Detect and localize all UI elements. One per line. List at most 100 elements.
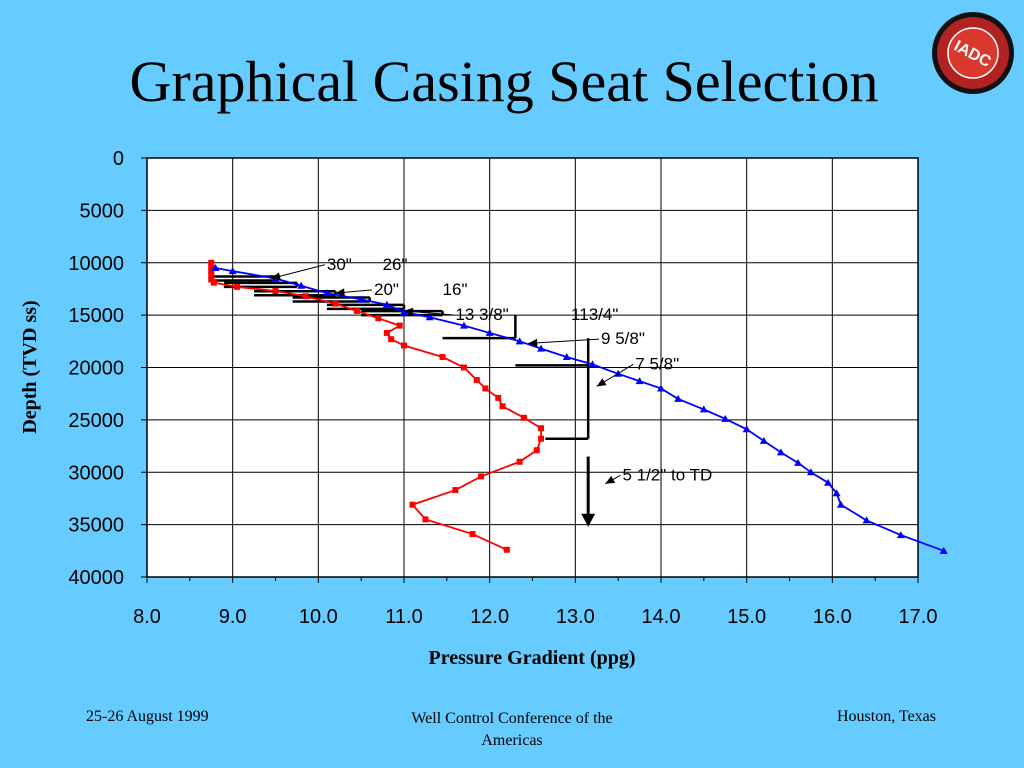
x-tick-label: 15.0	[727, 606, 766, 628]
fracture-gradient-point	[824, 478, 833, 486]
x-tick-label: 13.0	[556, 606, 595, 628]
x-tick-label: 14.0	[642, 606, 681, 628]
fracture-gradient-point	[588, 360, 597, 368]
pore-pressure-point	[482, 385, 489, 392]
pore-pressure-point	[208, 268, 215, 275]
pore-pressure-point	[516, 458, 523, 465]
annotation-label: 16"	[443, 280, 468, 299]
td-arrowhead	[581, 513, 596, 527]
iadc-logo-icon: IADC	[932, 12, 1014, 94]
pore-pressure-point	[409, 501, 416, 508]
pore-pressure-point	[503, 546, 510, 553]
pore-pressure-point	[473, 377, 480, 384]
fracture-gradient-point	[322, 289, 331, 297]
footer-conference-line2: Americas	[481, 732, 543, 749]
pore-pressure-point	[208, 272, 215, 279]
footer-conference-line1: Well Control Conference of the	[411, 710, 613, 727]
fracture-gradient-point	[674, 394, 683, 402]
pore-pressure-point	[401, 342, 407, 349]
fracture-gradient-point	[742, 425, 751, 433]
footer-location: Houston, Texas	[836, 708, 936, 725]
x-tick-label: 10.0	[299, 606, 338, 628]
x-tick-label: 8.0	[133, 606, 161, 628]
y-axis-label: Depth (TVD ss)	[19, 300, 41, 433]
x-tick-label: 12.0	[470, 606, 509, 628]
fracture-gradient-point	[759, 436, 768, 444]
annotation-label: 26"	[383, 255, 408, 274]
fracture-gradient-point	[425, 313, 434, 321]
pore-pressure-point	[538, 425, 545, 432]
pore-pressure-point	[375, 315, 382, 322]
fracture-gradient-point	[297, 281, 306, 289]
y-tick-labels: 0 5000 10000 15000 20000 25000 30000 35000 40000	[68, 148, 124, 589]
annotation-arrowhead	[605, 475, 616, 484]
y-tick-label: 15000	[68, 305, 124, 327]
y-tick-label: 10000	[68, 253, 124, 275]
fracture-gradient-point	[515, 337, 524, 345]
pore-pressure-point	[520, 414, 527, 421]
pore-pressure-point	[439, 354, 446, 361]
fracture-gradient-point	[562, 353, 571, 361]
pore-pressure-point	[422, 516, 429, 523]
y-tick-label: 5000	[80, 200, 125, 222]
fracture-gradient-point	[806, 468, 815, 476]
x-tick-label: 9.0	[219, 606, 247, 628]
pore-pressure-point	[272, 288, 279, 295]
annotation-arrowhead	[271, 272, 281, 281]
pore-pressure-point	[469, 531, 476, 538]
pore-pressure-point	[353, 307, 360, 314]
pore-pressure-point	[538, 435, 545, 442]
pore-pressure-point	[452, 487, 459, 494]
annotation-leader	[528, 338, 600, 344]
slide-title: Graphical Casing Seat Selection	[129, 49, 879, 114]
series-line	[215, 267, 945, 552]
pore-pressure-point	[233, 283, 240, 290]
pore-pressure-point	[208, 259, 215, 266]
pore-pressure-point	[533, 447, 540, 454]
fracture-gradient-point	[537, 344, 546, 352]
annotation-arrowhead	[404, 307, 414, 316]
fracture-gradient-point	[635, 377, 644, 385]
annotation-label: 5 1/2" to TD	[622, 465, 712, 484]
fracture-gradient-point	[776, 448, 785, 456]
fracture-gradient-point	[459, 321, 468, 329]
pore-pressure-point	[396, 322, 403, 329]
pore-pressure-point	[210, 279, 217, 286]
fracture-gradient-point	[832, 489, 841, 497]
annotation-label: 13 3/8"	[455, 305, 508, 324]
annotation-label: 30"	[327, 255, 352, 274]
y-tick-label: 35000	[68, 515, 124, 537]
fracture-gradient-point	[357, 295, 366, 303]
annotation-arrowhead	[335, 288, 345, 297]
pore-pressure-point	[495, 394, 502, 401]
fracture-gradient-point	[657, 384, 665, 392]
fracture-gradient-point	[794, 458, 803, 466]
x-tick-label: 17.0	[899, 606, 938, 628]
grid	[141, 157, 919, 583]
pore-pressure-point	[478, 473, 485, 480]
fracture-gradient-point	[699, 405, 708, 413]
pore-pressure-point	[460, 364, 467, 371]
footer-conference: Well Control Conference of the Americas	[372, 708, 652, 752]
x-axis-label: Pressure Gradient (ppg)	[428, 647, 635, 669]
footer-date: 25-26 August 1999	[86, 708, 209, 725]
pore-pressure-point	[383, 329, 390, 336]
x-tick-label: 16.0	[813, 606, 852, 628]
y-tick-label: 20000	[68, 358, 124, 380]
fracture-gradient-point	[721, 414, 730, 422]
fracture-gradient-point	[939, 546, 948, 554]
annotation-label: 9 5/8"	[601, 329, 645, 348]
annotation-label: 113/4"	[571, 305, 618, 324]
fracture-gradient-point	[862, 516, 871, 524]
casing-steps	[211, 275, 590, 440]
pore-pressure-point	[332, 300, 339, 307]
fracture-gradient-point	[400, 307, 408, 315]
annotation-arrowhead	[596, 378, 607, 387]
y-tick-label: 40000	[68, 567, 124, 589]
series-group	[208, 259, 948, 554]
x-tick-label: 11.0	[385, 606, 422, 628]
fracture-gradient-point	[211, 263, 220, 271]
annotation-arrowhead	[528, 338, 538, 347]
fracture-gradient-point	[896, 531, 905, 539]
pore-pressure-point	[208, 276, 215, 283]
